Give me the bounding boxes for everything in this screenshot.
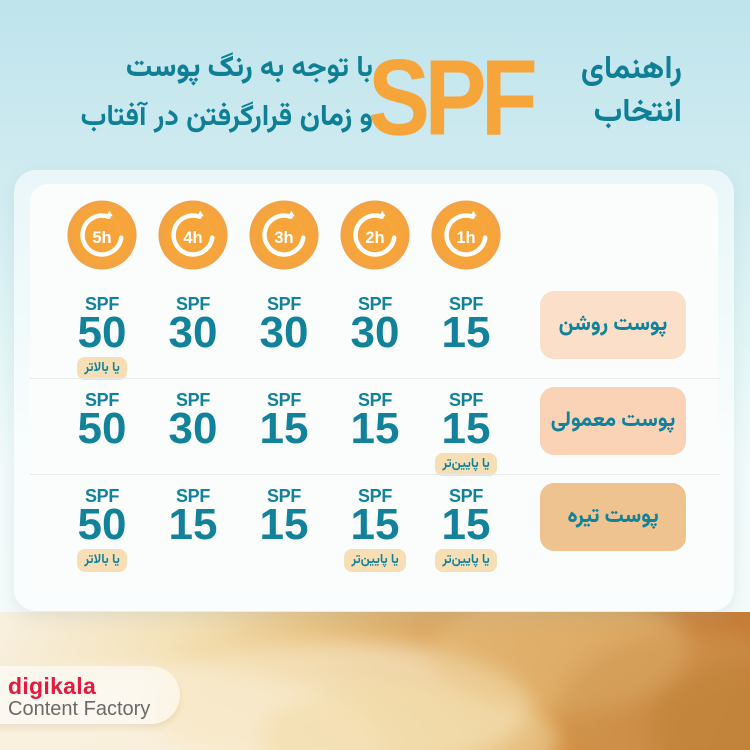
svg-text:1h: 1h [456, 228, 475, 247]
svg-text:2h: 2h [365, 228, 384, 247]
svg-text:3h: 3h [274, 228, 293, 247]
svg-text:5h: 5h [92, 228, 111, 247]
svg-text:4h: 4h [183, 228, 202, 247]
